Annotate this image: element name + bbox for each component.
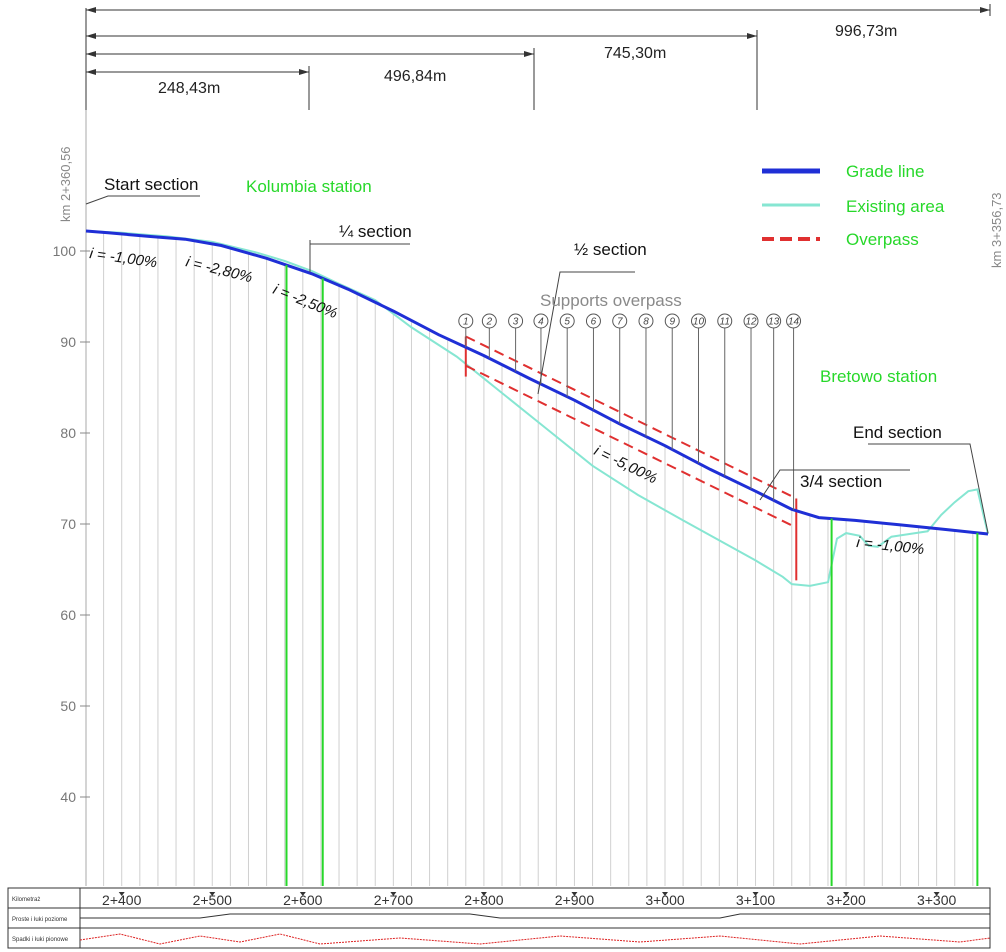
x-tick-label: 3+300 bbox=[917, 892, 957, 908]
x-tick-mark bbox=[390, 892, 397, 896]
grade-line-group bbox=[85, 229, 989, 536]
support-number: 11 bbox=[720, 317, 730, 328]
existing-area-group bbox=[85, 230, 989, 587]
x-tick-label: 3+200 bbox=[826, 892, 866, 908]
x-tick-label: 3+100 bbox=[736, 892, 776, 908]
support-number: 14 bbox=[788, 317, 800, 328]
band-label-horizontal: Proste i łuki poziome bbox=[12, 917, 68, 923]
grade-line bbox=[85, 229, 989, 536]
x-tick-mark bbox=[118, 892, 125, 896]
legend-grade-line-label: Grade line bbox=[846, 162, 924, 181]
x-tick-label: 2+700 bbox=[374, 892, 414, 908]
start-section-label: Start section bbox=[104, 175, 199, 194]
dimension-label-three-quarter: 745,30m bbox=[604, 45, 666, 62]
x-tick-mark bbox=[661, 892, 668, 896]
x-tick-label: 2+400 bbox=[102, 892, 142, 908]
three-quarter-section-label: 3/4 section bbox=[800, 472, 882, 491]
support-number: 1 bbox=[463, 317, 469, 328]
x-tick-mark bbox=[571, 892, 578, 896]
support-marker bbox=[664, 313, 680, 329]
y-tick-label: 60 bbox=[60, 607, 76, 623]
dimension-label-half: 496,84m bbox=[384, 68, 446, 85]
profile-band-table bbox=[7, 887, 991, 949]
bretowo-station-label: Bretowo station bbox=[820, 367, 937, 386]
support-number: 5 bbox=[564, 317, 570, 328]
support-marker bbox=[481, 313, 497, 329]
x-tick-label: 2+800 bbox=[464, 892, 504, 908]
support-marker bbox=[612, 313, 628, 329]
support-number: 6 bbox=[591, 317, 597, 328]
legend-existing-area-label: Existing area bbox=[846, 197, 945, 216]
support-marker bbox=[690, 313, 706, 329]
y-tick-label: 90 bbox=[60, 334, 76, 350]
support-marker bbox=[743, 313, 759, 329]
x-tick-mark bbox=[480, 892, 487, 896]
support-number: 12 bbox=[745, 317, 757, 328]
y-tick-label: 70 bbox=[60, 516, 76, 532]
x-tick-label: 2+900 bbox=[555, 892, 595, 908]
support-number: 8 bbox=[643, 317, 649, 328]
km-end-label: km 3+356,73 bbox=[989, 192, 1004, 268]
x-tick-label: 2+600 bbox=[283, 892, 323, 908]
grade-label-3: i = -2,50% bbox=[271, 281, 340, 322]
x-tick-label: 2+500 bbox=[193, 892, 233, 908]
support-number: 3 bbox=[513, 317, 519, 328]
half-section-label: ½ section bbox=[574, 240, 647, 259]
km-start-label: km 2+360,56 bbox=[58, 146, 73, 222]
overpass-lower-line bbox=[465, 364, 797, 529]
y-tick-label: 100 bbox=[53, 243, 77, 259]
support-number: 7 bbox=[617, 317, 623, 328]
quarter-section-label: ¼ section bbox=[339, 222, 412, 241]
band-label-chainage: Kilometraż bbox=[12, 897, 40, 903]
chainage-verticals bbox=[103, 232, 974, 886]
legend: Grade line Existing area Overpass bbox=[762, 162, 945, 249]
x-tick-mark bbox=[209, 892, 216, 896]
support-marker bbox=[508, 313, 524, 329]
dimension-lines bbox=[85, 4, 991, 110]
support-number: 9 bbox=[669, 317, 675, 328]
support-marker bbox=[717, 313, 733, 329]
y-axis-ticks: 40 50 60 70 80 90 100 bbox=[53, 243, 90, 805]
x-tick-mark bbox=[299, 892, 306, 896]
support-number: 4 bbox=[538, 317, 544, 328]
support-number: 10 bbox=[693, 317, 705, 328]
station-posts bbox=[285, 265, 979, 886]
support-marker bbox=[533, 313, 549, 329]
callout-leaders bbox=[85, 195, 989, 534]
support-marker bbox=[638, 313, 654, 329]
existing-area-line bbox=[85, 230, 989, 587]
band-label-vertical: Spadki i łuki pionowe bbox=[12, 937, 69, 943]
support-marker bbox=[559, 313, 575, 329]
x-tick-mark bbox=[933, 892, 940, 896]
x-axis-ticks: 2+400 2+500 2+600 2+700 2+800 2+900 3+000 3+100… bbox=[102, 892, 957, 908]
grade-label-5: i = -1,00% bbox=[856, 534, 925, 558]
supports-overpass-label: Supports overpass bbox=[540, 291, 682, 310]
supports-group: 1 2 3 4 5 6 7 8 9 10 11 12 13 14 bbox=[458, 313, 802, 510]
overpass-upper-line bbox=[465, 335, 797, 500]
support-number: 2 bbox=[486, 317, 493, 328]
y-tick-label: 80 bbox=[60, 425, 76, 441]
x-tick-label: 3+000 bbox=[645, 892, 685, 908]
y-tick-label: 50 bbox=[60, 698, 76, 714]
grade-label-1: i = -1,00% bbox=[88, 245, 158, 271]
support-number: 13 bbox=[768, 317, 780, 328]
support-marker bbox=[585, 313, 601, 329]
support-marker bbox=[766, 313, 782, 329]
dimension-arrowheads bbox=[86, 7, 990, 75]
support-marker bbox=[786, 313, 802, 329]
x-tick-mark bbox=[752, 892, 759, 896]
x-tick-mark bbox=[843, 892, 850, 896]
y-tick-label: 40 bbox=[60, 789, 76, 805]
grade-label-4: i = -5,00% bbox=[591, 442, 660, 487]
dimension-label-quarter: 248,43m bbox=[158, 80, 220, 97]
legend-overpass-label: Overpass bbox=[846, 230, 919, 249]
end-section-label: End section bbox=[853, 423, 942, 442]
dimension-label-total: 996,73m bbox=[835, 23, 897, 40]
kolumbia-station-label: Kolumbia station bbox=[246, 177, 372, 196]
support-marker bbox=[458, 313, 474, 329]
